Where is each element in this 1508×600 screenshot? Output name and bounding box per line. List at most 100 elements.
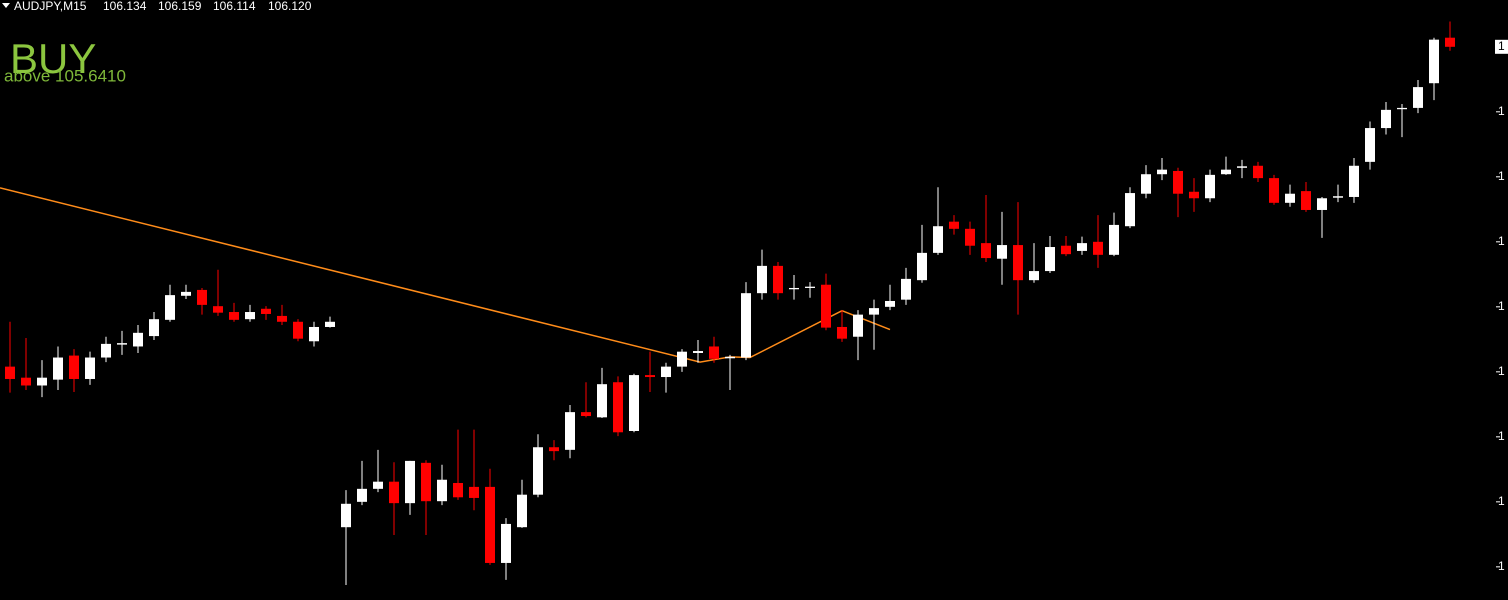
candle-body [533,447,543,495]
candle-body [581,412,591,417]
candle-body [101,343,111,358]
candle-body [1413,87,1423,108]
annotation-text: above 105.6410 [4,66,126,85]
candle-body [597,384,607,418]
candle-body [1429,39,1439,84]
candle-body [757,265,767,294]
candle-body [1093,241,1103,255]
candle-body [805,286,815,288]
candle-body [437,479,447,502]
candle-body [469,486,479,498]
candle-body [245,312,255,320]
y-tick-label: 1 [1498,559,1505,573]
candle-body [309,326,319,342]
y-tick-label: 1 [1498,104,1505,118]
candle-body [485,486,495,563]
y-tick-label: 1 [1498,364,1505,378]
candle-body [261,308,271,314]
candle-body [773,265,783,294]
candle-body [1349,165,1359,197]
candle-body [1029,271,1039,281]
price-box-label: 1 [1498,39,1505,53]
candle-body [1365,128,1375,162]
symbol: AUDJPY,M15 [14,0,87,13]
candle-body [997,245,1007,259]
candle-body [453,482,463,498]
candle-body [1173,170,1183,194]
candle-body [229,312,239,320]
candle-body [517,494,527,528]
y-tick-label: 1 [1498,169,1505,183]
candle-body [1141,174,1151,194]
candle-body [677,351,687,367]
candle-body [645,375,655,378]
candle-body [421,462,431,502]
candle-body [389,481,399,504]
candle-body [981,243,991,259]
candle-body [629,375,639,431]
y-tick-label: 1 [1498,234,1505,248]
candle-body [1381,109,1391,129]
ohlc-open: 106.134 [103,0,147,13]
candle-body [21,377,31,386]
candle-body [709,346,719,359]
candle-body [565,412,575,450]
candle-body [85,357,95,379]
candle-body [949,221,959,229]
candle-body [869,308,879,315]
candle-body [1157,169,1167,175]
candle-body [853,314,863,337]
candle-body [741,293,751,358]
candle-body [1317,198,1327,210]
ohlc-high: 106.159 [158,0,202,13]
candle-body [1189,191,1199,199]
candle-body [325,321,335,327]
ohlc-close: 106.120 [268,0,312,13]
candle-body [293,321,303,339]
candle-body [549,447,559,452]
y-tick-label: 1 [1498,299,1505,313]
candle-body [53,357,63,380]
candle-body [1269,178,1279,203]
candle-body [613,382,623,433]
candle-body [1397,107,1407,110]
candle-body [5,366,15,379]
candle-body [965,228,975,246]
candle-body [885,300,895,307]
candle-body [69,355,79,379]
candle-body [901,278,911,300]
candle-body [1205,174,1215,199]
candle-body [165,295,175,320]
candle-body [1125,193,1135,227]
candle-body [661,366,671,378]
candle-body [1061,245,1071,255]
candle-body [1077,243,1087,251]
candle-body [197,289,207,305]
candle-body [181,291,191,296]
candle-body [837,326,847,339]
candle-body [1301,191,1311,210]
candle-body [149,319,159,337]
y-tick-label: 1 [1498,429,1505,443]
candle-body [917,252,927,281]
candle-body [213,306,223,313]
menu-triangle [2,3,10,8]
candle-body [37,377,47,386]
candle-body [1221,169,1231,175]
candle-body [1253,165,1263,179]
candle-body [1045,247,1055,272]
candle-body [1445,37,1455,47]
candle-body [405,460,415,504]
candle-body [133,332,143,347]
candle-body [1013,245,1023,281]
y-tick-label: 1 [1498,494,1505,508]
candle-body [1285,193,1295,203]
candle-body [501,523,511,563]
indicator-line [0,187,891,363]
candle-body [693,351,703,353]
ohlc-low: 106.114 [213,0,256,13]
candle-body [373,481,383,489]
